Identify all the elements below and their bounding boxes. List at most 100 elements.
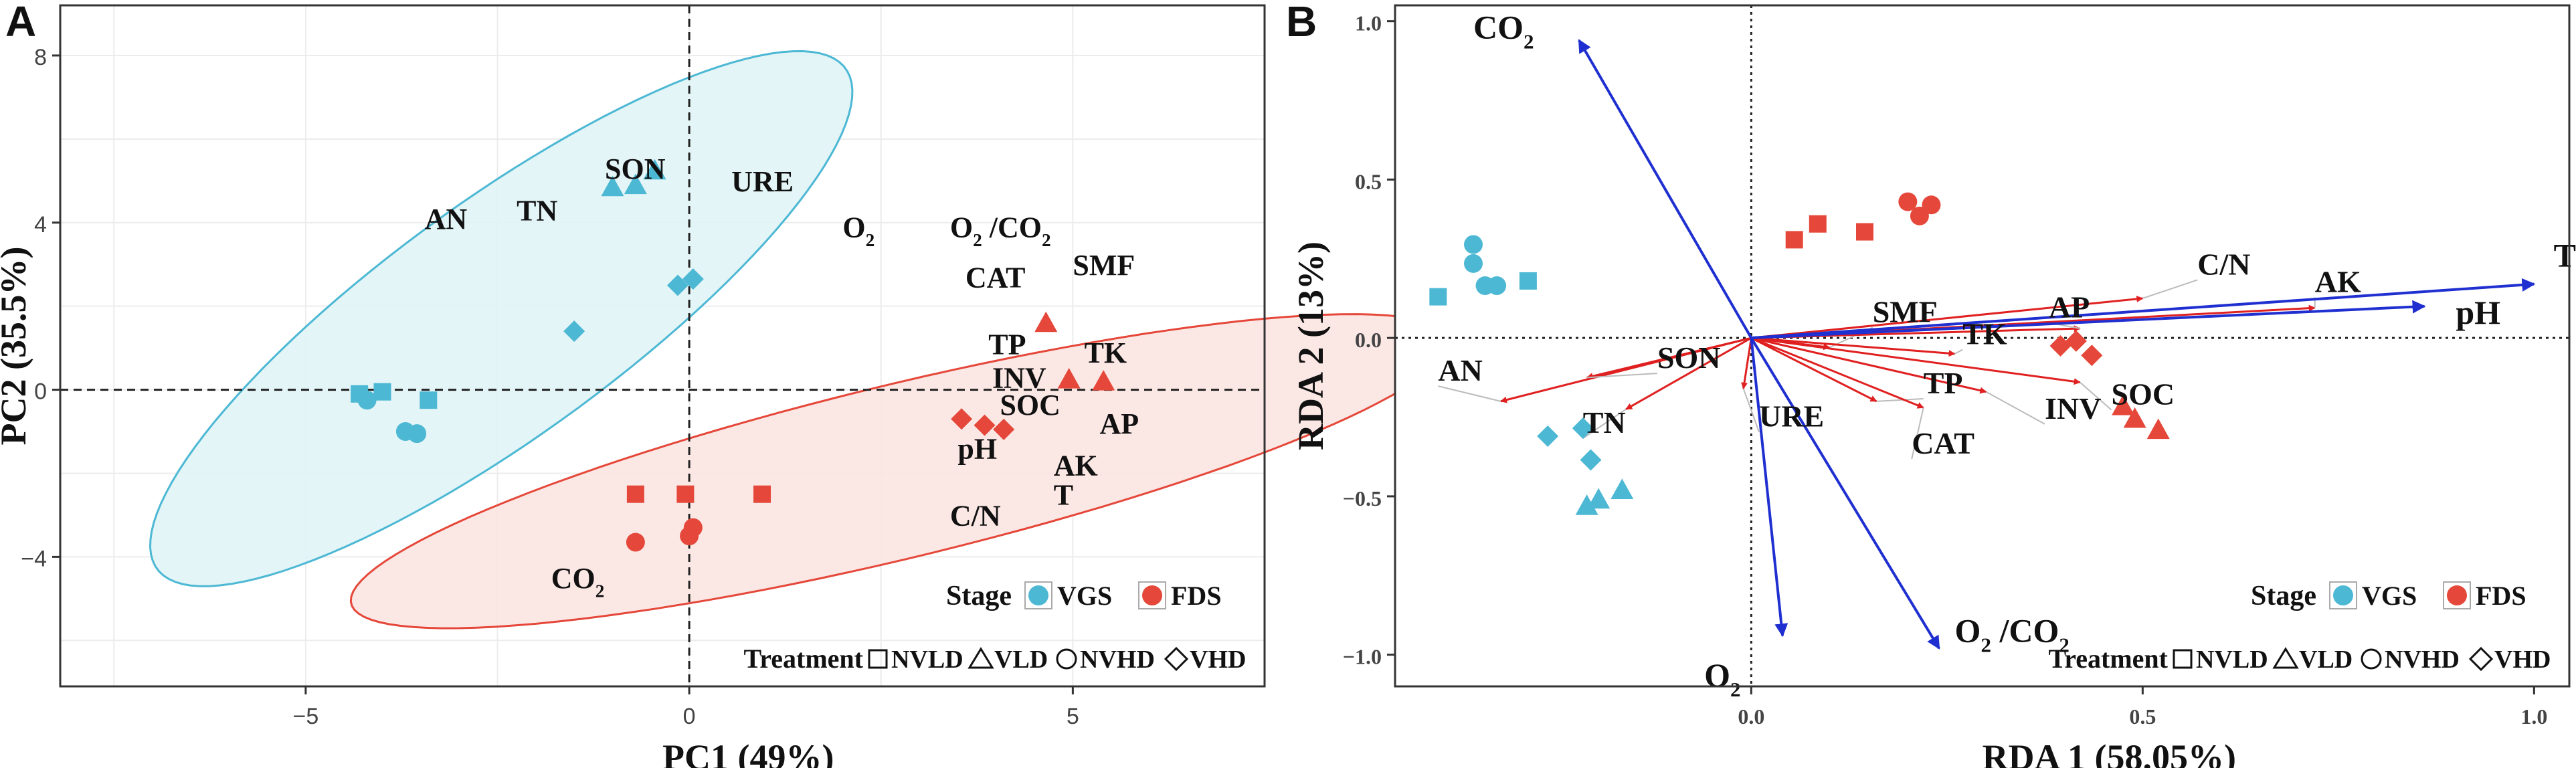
legend-treatment-marker-nvld xyxy=(868,649,888,669)
point-fds-nvld xyxy=(753,485,771,503)
point-fds-nvld xyxy=(626,485,644,503)
y-tick-label: −0.5 xyxy=(1343,486,1382,510)
point-fds-vld xyxy=(2112,394,2135,415)
point-vgs-nvhd xyxy=(357,391,377,410)
legend-treatment-label-vld: VLD xyxy=(2299,646,2353,674)
variable-label-tk: TK xyxy=(1085,337,1127,369)
env-arrow-leader xyxy=(1985,391,2045,425)
legend-stage-marker-vgs xyxy=(1028,585,1048,605)
env-label-tk: TK xyxy=(1962,317,2007,351)
point-vgs-nvld xyxy=(373,383,391,401)
obj-label-t: T xyxy=(2554,237,2576,274)
variable-label-son: SON xyxy=(605,153,666,185)
env-arrow-leader xyxy=(1582,408,1627,440)
legend-treatment-label-nvhd: NVHD xyxy=(1080,646,1155,674)
variable-label-co2: CO2 xyxy=(551,562,605,601)
variable-label-inv: INV xyxy=(992,361,1046,394)
x-tick-label: 0.5 xyxy=(2129,704,2156,729)
legend-treatment-label-vld: VLD xyxy=(994,646,1048,674)
env-arrow-cat xyxy=(1750,337,1924,409)
env-arrow-soc xyxy=(1751,337,2081,385)
legend-stage-title: Stage xyxy=(2251,581,2316,611)
env-arrow-leader xyxy=(1586,373,1658,379)
point-vgs-vld xyxy=(1587,488,1611,509)
point-vgs-vhd xyxy=(563,320,585,343)
variable-label-o2-sub: 2 xyxy=(866,230,875,250)
variable-label-tn: TN xyxy=(517,195,557,227)
panel-label-b: B xyxy=(1286,0,1317,45)
env-arrow-leader xyxy=(1742,388,1760,433)
env-arrow-tn xyxy=(1625,337,1752,411)
point-vgs-vhd xyxy=(1572,417,1594,440)
point-vgs-vld xyxy=(643,159,666,180)
env-label-inv: INV xyxy=(2045,391,2101,425)
point-vgs-vld xyxy=(1575,494,1598,515)
point-vgs-nvld xyxy=(1429,288,1447,306)
point-fds-nvld xyxy=(1785,231,1803,249)
variable-label-cat: CAT xyxy=(965,262,1026,294)
point-fds-vhd xyxy=(974,414,996,436)
variable-label-o2-base: O xyxy=(842,211,865,244)
legend-stage-label-vgs: VGS xyxy=(2362,581,2417,611)
point-vgs-nvld xyxy=(1519,272,1537,290)
legend-treatment-marker-nvld xyxy=(2173,649,2193,669)
y-tick-label: 1.0 xyxy=(1355,11,1382,35)
point-fds-nvld xyxy=(1809,215,1827,233)
point-fds-vld xyxy=(1057,367,1081,389)
point-fds-vld xyxy=(1092,370,1115,391)
legend-stage-label-fds: FDS xyxy=(1171,581,1222,611)
obj-arrow-ph xyxy=(1751,300,2426,340)
variable-label-soc: SOC xyxy=(1000,389,1060,421)
legend-stage-label-fds: FDS xyxy=(2476,581,2526,611)
variable-label-o2co2: O2 /CO2 xyxy=(950,211,1051,250)
env-arrow-leader xyxy=(1911,407,1924,460)
plot-frame xyxy=(1394,4,2571,688)
env-arrow-tp xyxy=(1750,337,1877,403)
y-axis-title: RDA 2 (13%) xyxy=(1291,242,1331,450)
obj-label-co2-sub: 2 xyxy=(1524,30,1534,54)
x-tick-label: −5 xyxy=(292,704,318,729)
point-vgs-vld xyxy=(601,175,624,197)
variable-label-an: AN xyxy=(425,203,468,235)
legend-treatment-marker-vld xyxy=(968,647,994,669)
y-tick-label: −4 xyxy=(21,546,47,571)
variable-label-o2: O2 xyxy=(842,211,875,250)
env-label-an: AN xyxy=(1438,353,1482,387)
env-arrow-son xyxy=(1586,337,1752,380)
variable-label-ph: pH xyxy=(957,433,997,466)
legend-treatment-marker-nvhd xyxy=(2361,648,2382,670)
env-label-ak: AK xyxy=(2315,265,2361,299)
obj-arrow-o2co2 xyxy=(1750,337,1940,650)
variable-label-o2co2-sub2: 2 xyxy=(1042,230,1051,250)
y-tick-label: 0 xyxy=(34,379,47,405)
ellipse-vgs xyxy=(149,50,854,587)
env-arrow-leader xyxy=(1438,385,1501,402)
point-fds-vhd xyxy=(2049,335,2072,357)
plot-frame xyxy=(59,4,1266,688)
point-fds-vhd xyxy=(993,418,1015,440)
legend-treatment-label-nvld: NVLD xyxy=(891,646,963,674)
point-fds-vld xyxy=(1034,311,1058,332)
legend-stage-marker-fds xyxy=(1142,585,1162,605)
variable-label-smf: SMF xyxy=(1073,249,1135,282)
y-tick-label: 8 xyxy=(34,45,47,70)
env-arrow-ure xyxy=(1741,337,1752,389)
env-label-cn: C/N xyxy=(2197,247,2250,281)
y-axis-title: PC2 (35.5%) xyxy=(0,247,33,446)
obj-label-o2co2-sub: 2 xyxy=(1981,634,1991,657)
env-label-ure: URE xyxy=(1759,399,1824,434)
env-label-smf: SMF xyxy=(1873,294,1938,328)
point-fds-vld xyxy=(2123,407,2146,428)
legend-treatment-title: Treatment xyxy=(744,644,864,674)
obj-arrow-t xyxy=(1751,278,2536,340)
env-label-son: SON xyxy=(1657,341,1721,375)
legend-treatment-title: Treatment xyxy=(2049,644,2169,674)
legend-treatment-marker-nvhd xyxy=(1056,648,1077,670)
point-fds-nvhd xyxy=(683,518,703,537)
obj-label-o2co2-rest: /CO xyxy=(1991,612,2059,650)
y-tick-label: 0.0 xyxy=(1355,328,1382,352)
variable-label-o2co2-sub: 2 xyxy=(973,230,982,250)
x-tick-label: 1.0 xyxy=(2520,704,2547,729)
legend-stage-marker-fds xyxy=(2447,585,2467,605)
